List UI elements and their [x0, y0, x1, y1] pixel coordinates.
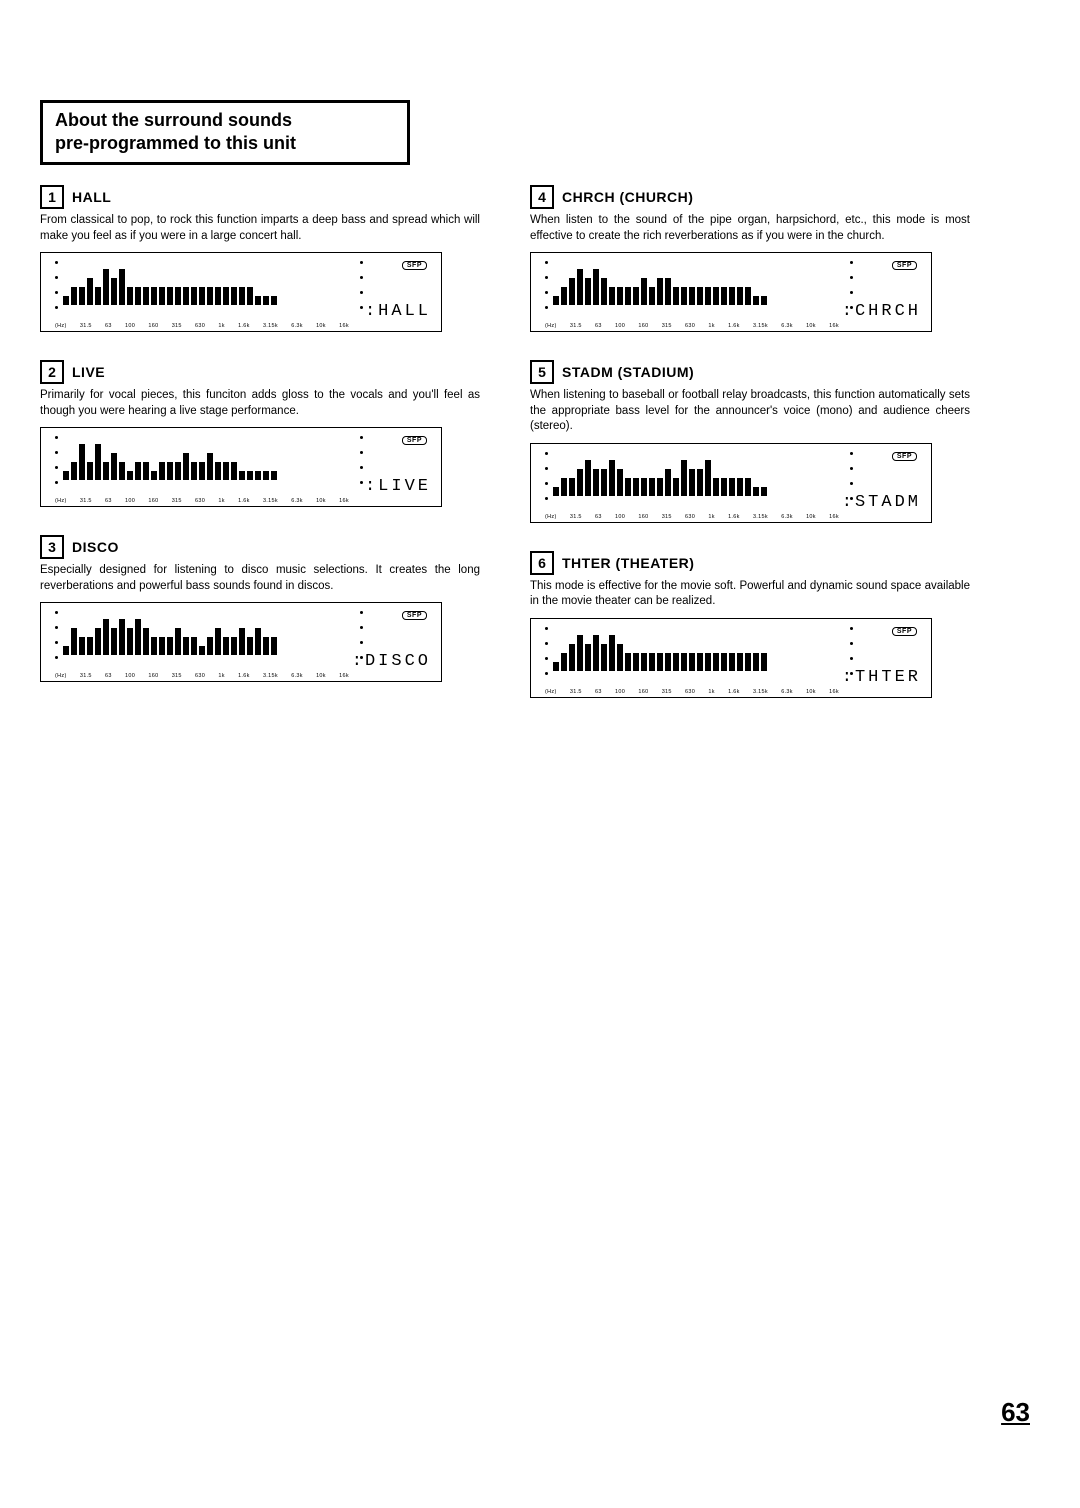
eq-panel: SFP (Hz)31.5631001603156301k1.6k3.15k6.3k…: [530, 252, 932, 332]
about-line2: pre-programmed to this unit: [55, 132, 395, 155]
about-box: About the surround sounds pre-programmed…: [40, 100, 410, 165]
mode-title: HALL: [72, 189, 111, 205]
mode-block: 6 THTER (THEATER) This mode is effective f…: [530, 551, 970, 698]
mode-block: 1 HALL From classical to pop, to rock this…: [40, 185, 480, 332]
sfp-badge: SFP: [892, 452, 917, 461]
mode-title: STADM (STADIUM): [562, 364, 694, 380]
mode-block: 4 CHRCH (CHURCH) When listen to the sound …: [530, 185, 970, 332]
about-line1: About the surround sounds: [55, 109, 395, 132]
eq-panel: SFP (Hz)31.5631001603156301k1.6k3.15k6.3k…: [40, 602, 442, 682]
right-column: 4 CHRCH (CHURCH) When listen to the sound …: [530, 185, 970, 726]
eq-display-label: :THTER: [842, 668, 921, 687]
mode-block: 5 STADM (STADIUM) When listening to baseba…: [530, 360, 970, 523]
eq-display-label: :HALL: [365, 302, 431, 321]
mode-title: LIVE: [72, 364, 105, 380]
sfp-badge: SFP: [402, 611, 427, 620]
mode-description: From classical to pop, to rock this func…: [40, 213, 480, 244]
mode-description: Especially designed for listening to dis…: [40, 563, 480, 594]
mode-description: When listen to the sound of the pipe org…: [530, 213, 970, 244]
eq-panel: SFP (Hz)31.5631001603156301k1.6k3.15k6.3k…: [530, 443, 932, 523]
mode-block: 3 DISCO Especially designed for listening …: [40, 535, 480, 682]
sfp-badge: SFP: [892, 627, 917, 636]
mode-number: 4: [530, 185, 554, 209]
eq-axis: (Hz)31.5631001603156301k1.6k3.15k6.3k10k…: [545, 323, 839, 329]
left-column: 1 HALL From classical to pop, to rock this…: [40, 185, 480, 726]
eq-axis: (Hz)31.5631001603156301k1.6k3.15k6.3k10k…: [55, 673, 349, 679]
eq-display-label: :STADM: [842, 493, 921, 512]
mode-number: 3: [40, 535, 64, 559]
page-number: 63: [1001, 1397, 1030, 1428]
eq-display-label: :CHRCH: [842, 302, 921, 321]
eq-display-label: :LIVE: [365, 477, 431, 496]
mode-title: THTER (THEATER): [562, 555, 694, 571]
eq-axis: (Hz)31.5631001603156301k1.6k3.15k6.3k10k…: [545, 689, 839, 695]
mode-number: 6: [530, 551, 554, 575]
eq-display-label: :DISCO: [352, 652, 431, 671]
mode-block: 2 LIVE Primarily for vocal pieces, this fu…: [40, 360, 480, 507]
eq-axis: (Hz)31.5631001603156301k1.6k3.15k6.3k10k…: [55, 323, 349, 329]
mode-description: Primarily for vocal pieces, this funcito…: [40, 388, 480, 419]
sfp-badge: SFP: [402, 436, 427, 445]
eq-panel: SFP (Hz)31.5631001603156301k1.6k3.15k6.3k…: [40, 252, 442, 332]
eq-panel: SFP (Hz)31.5631001603156301k1.6k3.15k6.3k…: [40, 427, 442, 507]
eq-axis: (Hz)31.5631001603156301k1.6k3.15k6.3k10k…: [55, 498, 349, 504]
sfp-badge: SFP: [402, 261, 427, 270]
mode-description: When listening to baseball or football r…: [530, 388, 970, 435]
mode-title: CHRCH (CHURCH): [562, 189, 693, 205]
mode-number: 2: [40, 360, 64, 384]
eq-panel: SFP (Hz)31.5631001603156301k1.6k3.15k6.3k…: [530, 618, 932, 698]
sfp-badge: SFP: [892, 261, 917, 270]
mode-number: 1: [40, 185, 64, 209]
eq-axis: (Hz)31.5631001603156301k1.6k3.15k6.3k10k…: [545, 514, 839, 520]
mode-description: This mode is effective for the movie sof…: [530, 579, 970, 610]
mode-title: DISCO: [72, 539, 119, 555]
mode-number: 5: [530, 360, 554, 384]
